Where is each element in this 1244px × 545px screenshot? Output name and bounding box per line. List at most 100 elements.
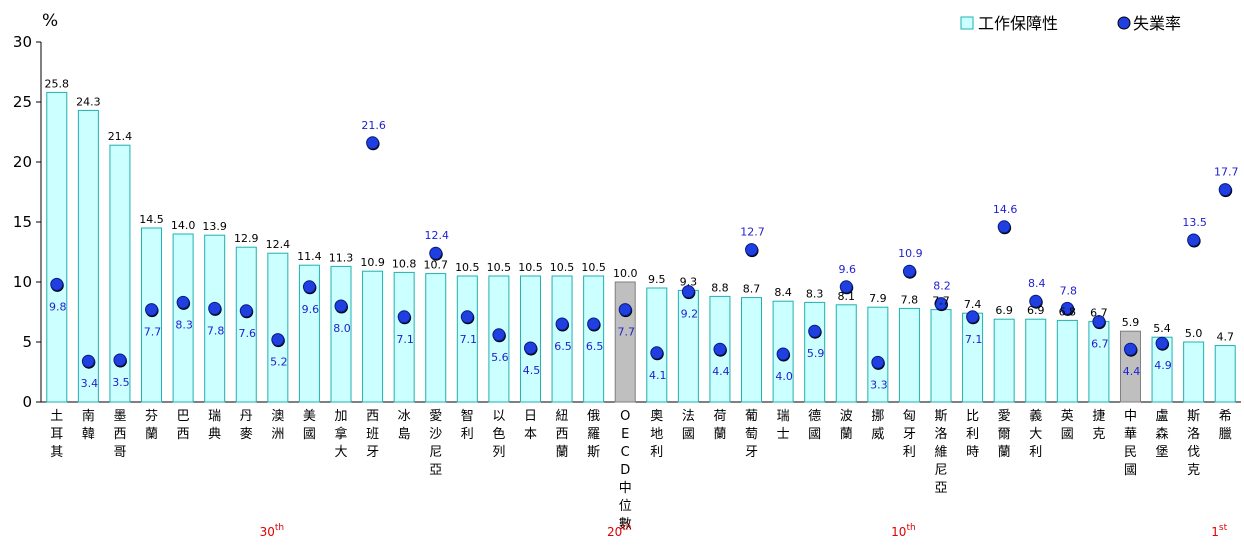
bar: [551, 275, 573, 403]
bar-value-label: 10.5: [550, 261, 575, 274]
bar-value-label: 25.8: [45, 77, 70, 90]
category-label: 挪威: [871, 409, 884, 442]
category-label: 荷蘭: [713, 409, 726, 442]
labels: 25.8 土耳其 24.3 南韓 21.4 墨西哥 14.5 芬蘭 14.0 巴西 13.9 瑞典 12…: [45, 77, 1239, 539]
category-label: 愛爾蘭: [998, 409, 1011, 460]
category-label: 冰島: [398, 409, 411, 442]
category-label: 紐西蘭: [556, 409, 569, 460]
dot-value-label: 8.2: [933, 280, 951, 293]
legend-label-dot: 失業率: [1133, 14, 1181, 33]
bar-value-label: 6.7: [1090, 307, 1108, 320]
dot: [1123, 342, 1137, 356]
dot-value-label: 8.4: [1028, 277, 1046, 290]
dot-value-label: 7.1: [460, 333, 478, 346]
dot: [397, 310, 411, 324]
bar-value-label: 7.8: [901, 293, 919, 306]
dot-value-label: 14.6: [993, 203, 1018, 216]
bar: [519, 275, 541, 403]
dot: [934, 297, 948, 311]
dot: [271, 333, 285, 347]
dot: [1218, 183, 1232, 197]
category-label: 奧地利: [650, 409, 663, 460]
dot: [1092, 315, 1106, 329]
bar: [1025, 318, 1047, 403]
category-label: 加拿大: [334, 409, 347, 460]
y-tick-label: 5: [22, 333, 32, 351]
bar: [835, 304, 857, 403]
dot-value-label: 6.5: [586, 340, 604, 353]
category-label: 匈牙利: [903, 409, 916, 460]
legend: 工作保障性 失業率: [960, 14, 1181, 33]
bar: [267, 252, 289, 403]
dot: [776, 347, 790, 361]
bar-value-label: 11.3: [329, 251, 354, 264]
bar: [1183, 341, 1205, 403]
dot-value-label: 9.6: [302, 303, 320, 316]
bar: [867, 306, 889, 403]
dot: [966, 310, 980, 324]
bar-value-label: 6.8: [1059, 305, 1077, 318]
dot: [618, 303, 632, 317]
category-label: 西班牙: [366, 409, 379, 460]
dot-value-label: 7.6: [239, 327, 257, 340]
category-label: 葡萄牙: [745, 409, 758, 460]
category-label: 義大利: [1029, 408, 1042, 460]
dot: [1155, 336, 1169, 350]
category-label: 斯洛伐克: [1187, 409, 1200, 478]
dot-value-label: 17.7: [1214, 166, 1239, 179]
category-label: 智利: [461, 409, 474, 442]
category-label: 捷克: [1092, 409, 1105, 442]
category-label: O E C D 中位數: [619, 409, 632, 532]
bar-value-label: 6.9: [995, 304, 1013, 317]
bar: [393, 271, 415, 403]
rank-annotation: 20th: [607, 523, 632, 539]
bar-value-label: 10.5: [581, 261, 606, 274]
dot: [176, 295, 190, 309]
dot-value-label: 5.6: [491, 351, 509, 364]
dot: [429, 246, 443, 260]
bar: [741, 297, 763, 403]
bar-value-label: 8.7: [743, 283, 761, 296]
bar: [204, 234, 226, 403]
dot: [650, 346, 664, 360]
dot: [555, 317, 569, 331]
bar-value-label: 5.4: [1153, 322, 1171, 335]
dot-value-label: 9.8: [49, 300, 67, 313]
bar-value-label: 10.8: [392, 257, 417, 270]
dot: [839, 280, 853, 294]
bar: [298, 264, 320, 403]
dot-value-label: 4.4: [712, 365, 730, 378]
dot-value-label: 10.9: [898, 247, 923, 260]
bar: [993, 318, 1015, 403]
bar-value-label: 7.7: [932, 295, 950, 308]
category-label: 盧森堡: [1156, 409, 1169, 460]
y-tick-label: 10: [13, 273, 32, 291]
dot: [1187, 233, 1201, 247]
dot: [713, 342, 727, 356]
y-axis-label: %: [42, 11, 58, 31]
y-tick-label: 0: [22, 393, 32, 411]
dot-value-label: 8.0: [333, 322, 351, 335]
rank-annotation: 1st: [1211, 523, 1227, 539]
category-label: 德國: [808, 409, 821, 442]
category-label: 土耳其: [50, 409, 63, 460]
category-label: 美國: [303, 409, 316, 442]
dot: [460, 310, 474, 324]
bar-value-label: 24.3: [76, 95, 101, 108]
category-label: 墨西哥: [113, 409, 126, 460]
bar-value-label: 12.4: [266, 238, 291, 251]
bar-value-label: 10.7: [423, 259, 448, 272]
dot-value-label: 4.9: [1154, 359, 1172, 372]
bar: [109, 144, 131, 403]
dot-value-label: 8.3: [175, 318, 193, 331]
bars: [46, 91, 1236, 403]
bar-value-label: 10.9: [360, 256, 385, 269]
dot: [587, 317, 601, 331]
category-label: 比利時: [966, 409, 979, 460]
bar-value-label: 10.0: [613, 267, 638, 280]
dot: [50, 277, 64, 291]
dot-value-label: 13.5: [1182, 216, 1207, 229]
bar: [646, 287, 668, 403]
dot: [1029, 294, 1043, 308]
